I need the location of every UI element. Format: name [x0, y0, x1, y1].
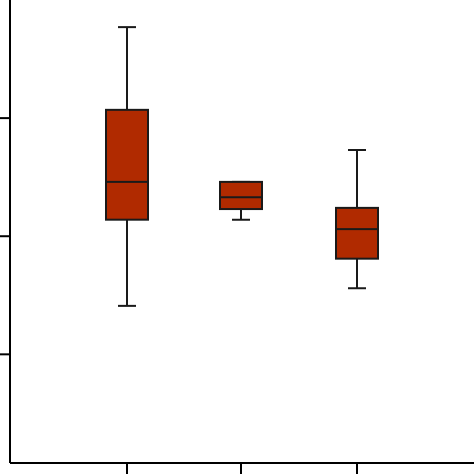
- box-group-1: [105, 26, 149, 307]
- box-group-2: [219, 180, 263, 221]
- iqr-box: [219, 180, 263, 211]
- box-group-3: [335, 149, 379, 290]
- boxes-group: [105, 26, 379, 307]
- iqr-box: [105, 108, 149, 221]
- iqr-box: [335, 206, 379, 260]
